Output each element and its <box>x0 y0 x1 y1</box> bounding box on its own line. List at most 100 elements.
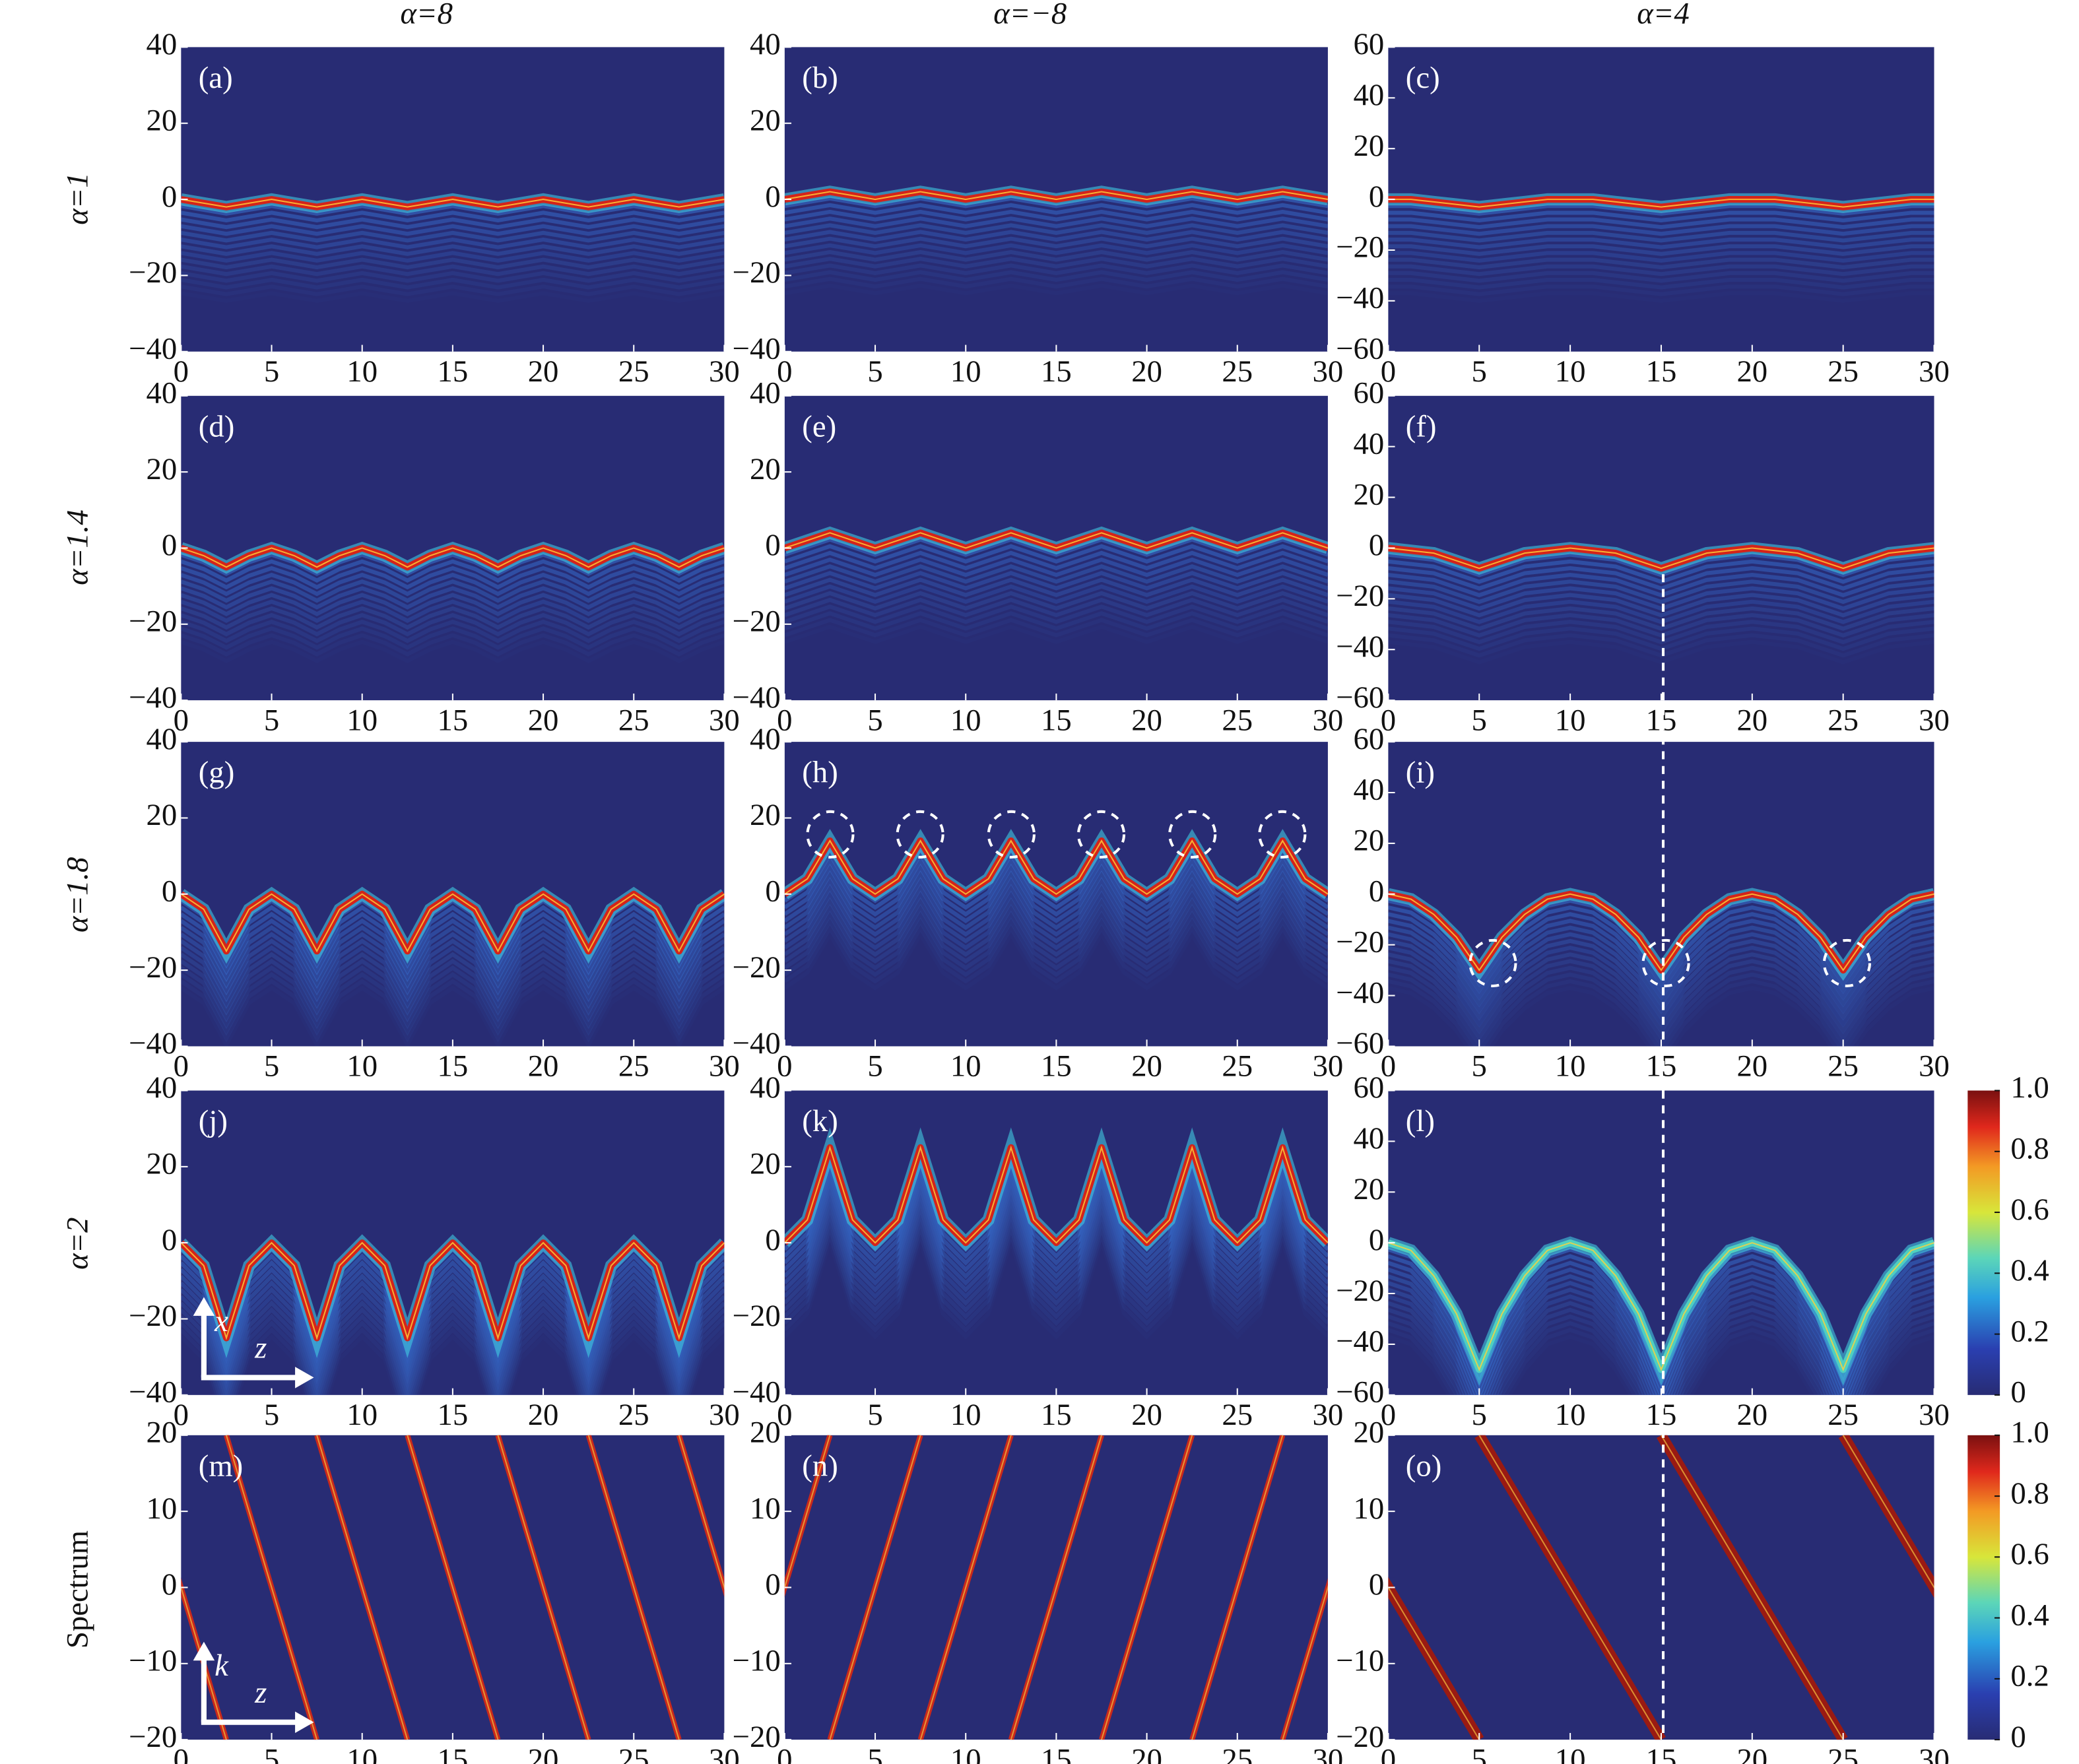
beam-fringe <box>181 579 725 603</box>
x-tick-label: 20 <box>528 354 559 389</box>
y-tick-label: 20 <box>147 452 178 486</box>
beam-fringe <box>784 263 1328 275</box>
beam-fringe <box>181 204 725 216</box>
beam-fringe <box>784 1174 1328 1280</box>
dashed-circle <box>987 810 1036 859</box>
x-tick-label: 0 <box>777 1049 792 1084</box>
x-tick-label: 10 <box>1555 1049 1586 1084</box>
beam-fringe <box>181 211 725 223</box>
y-tick-label: 60 <box>1354 722 1385 756</box>
beam-core <box>181 199 725 208</box>
colorbar-tick-label: 0 <box>2010 1375 2026 1410</box>
y-tick-label: −20 <box>1336 925 1384 959</box>
x-tick-label: 10 <box>950 1398 981 1432</box>
plot-background <box>1388 1090 1934 1395</box>
y-tick-label: 40 <box>147 722 178 756</box>
beam-fringe <box>784 243 1328 255</box>
y-tick-label: 0 <box>162 528 177 562</box>
beam-fringe <box>784 890 1328 950</box>
x-tick-label: 15 <box>438 703 469 737</box>
beam-fringe <box>784 577 1328 597</box>
colorbar-tick-label: 0.6 <box>2010 1537 2049 1571</box>
y-tick-label: −20 <box>733 604 781 639</box>
beam-fringe <box>1388 230 1934 243</box>
panel: −40 −20 0 20 40 0 5 10 15 20 25 30 (a) <box>129 27 740 389</box>
plot-background <box>1388 742 1934 1047</box>
y-tick-label: −40 <box>1336 975 1384 1010</box>
y-tick-label: 40 <box>1354 773 1385 807</box>
beam-fringe <box>1388 566 1934 591</box>
y-tick-label: 20 <box>750 1147 781 1181</box>
y-tick-label: −60 <box>1336 331 1384 366</box>
beam-fringe <box>181 1293 725 1395</box>
beam-fringe <box>784 584 1328 604</box>
spectrum-core <box>1388 1586 1480 1740</box>
beam-fringe <box>181 586 725 610</box>
beam-fringe <box>784 924 1328 984</box>
x-tick-label: 5 <box>1472 354 1487 389</box>
x-tick-label: 25 <box>1222 1049 1253 1084</box>
beam-fringe <box>181 958 725 1023</box>
dashed-circle <box>896 810 944 859</box>
plot-area <box>1388 193 1934 296</box>
x-tick-label: 15 <box>1041 354 1072 389</box>
y-tick-label: −60 <box>1336 680 1384 715</box>
beam-fringe <box>1388 633 1934 658</box>
y-tick-label: −20 <box>1336 230 1384 265</box>
beam-fringe <box>1388 271 1934 283</box>
x-tick-label: 10 <box>346 1049 378 1084</box>
panel-label: (g) <box>199 756 235 790</box>
dashed-circle <box>1468 938 1517 988</box>
beam-fringe <box>784 1194 1328 1299</box>
x-tick-label: 10 <box>950 354 981 389</box>
x-tick-label: 15 <box>1646 1398 1677 1432</box>
x-tick-label: 30 <box>1313 703 1344 737</box>
x-tick-label: 20 <box>528 1742 559 1764</box>
beam-core <box>784 1145 1328 1244</box>
colorbar-tick-label: 0.8 <box>2010 1131 2049 1165</box>
beam-fringe <box>784 591 1328 611</box>
panel-label: (l) <box>1406 1104 1435 1138</box>
beam-fringe <box>1388 593 1934 618</box>
x-tick-label: 0 <box>174 1398 189 1432</box>
beam-fringe <box>784 618 1328 637</box>
x-tick-label: 5 <box>1472 1049 1487 1084</box>
beam-core <box>1388 1242 1934 1372</box>
plot-background <box>1388 395 1934 701</box>
panel-label: (h) <box>802 756 838 790</box>
beam-fringe <box>1388 264 1934 277</box>
x-tick-label: 30 <box>1313 1742 1344 1764</box>
y-tick-label: 40 <box>147 1070 178 1105</box>
beam-fringe <box>784 917 1328 977</box>
panel: −60 −40 −20 0 20 40 60 0 5 10 15 20 25 30 (c) <box>1336 27 1950 389</box>
beam-fringe <box>181 606 725 630</box>
beam-fringe <box>181 1253 725 1358</box>
beam-fringe <box>784 1214 1328 1320</box>
beam-fringe <box>784 1227 1328 1333</box>
y-tick-label: 10 <box>147 1491 178 1526</box>
beam-fringe <box>784 550 1328 571</box>
x-tick-label: 30 <box>709 703 740 737</box>
arrow-label: x <box>214 1304 228 1338</box>
dashed-circle <box>1168 810 1217 859</box>
x-tick-label: 0 <box>1381 703 1396 737</box>
y-tick-label: 60 <box>1354 1070 1385 1105</box>
beam-fringe <box>1388 277 1934 290</box>
beam-fringe <box>1388 251 1934 263</box>
beam-fringe <box>784 884 1328 944</box>
y-tick-label: 20 <box>1354 477 1385 511</box>
y-tick-label: 0 <box>765 874 780 909</box>
y-tick-label: 20 <box>1354 1172 1385 1206</box>
beam-fringe <box>1388 257 1934 270</box>
beam-fringe <box>181 566 725 590</box>
y-tick-label: −20 <box>1336 1720 1384 1754</box>
beam-fringe <box>181 965 725 1029</box>
beam-fringe <box>784 257 1328 269</box>
beam-fringe <box>181 277 725 290</box>
x-tick-label: 25 <box>1828 1742 1859 1764</box>
row-label: α=2 <box>61 1217 95 1269</box>
beam-fringe <box>181 620 725 643</box>
x-tick-label: 5 <box>264 1742 279 1764</box>
